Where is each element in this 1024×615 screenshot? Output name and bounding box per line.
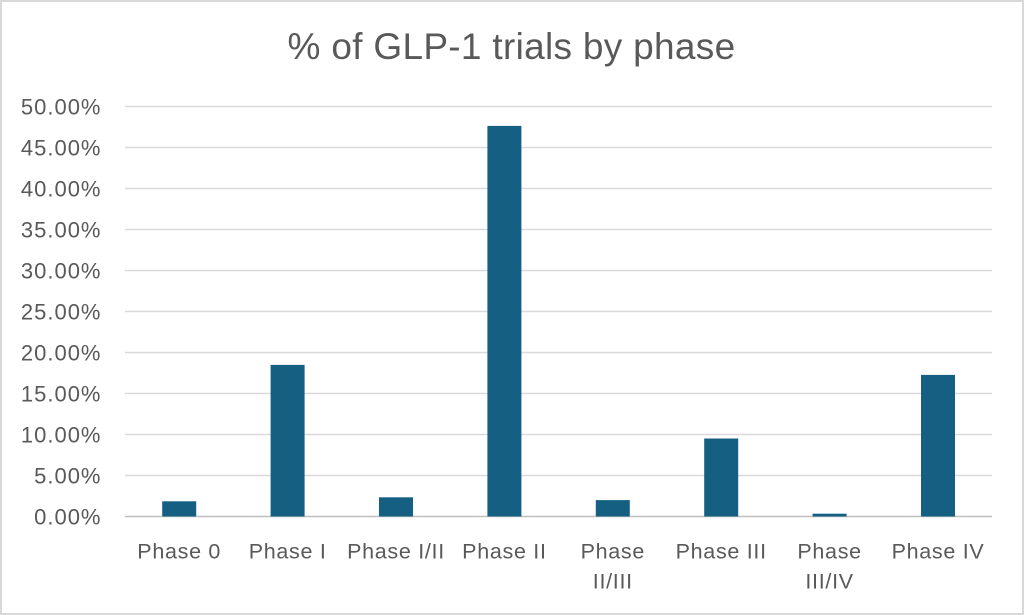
- svg-text:Phase IV: Phase IV: [892, 539, 985, 563]
- svg-text:Phase: Phase: [581, 539, 645, 563]
- svg-text:15.00%: 15.00%: [21, 381, 102, 406]
- svg-text:Phase: Phase: [797, 539, 861, 563]
- svg-text:Phase III: Phase III: [676, 539, 767, 563]
- svg-text:% of GLP-1 trials by phase: % of GLP-1 trials by phase: [288, 26, 736, 67]
- svg-text:40.00%: 40.00%: [21, 176, 102, 201]
- svg-text:20.00%: 20.00%: [21, 340, 102, 365]
- svg-text:10.00%: 10.00%: [21, 422, 102, 447]
- svg-text:5.00%: 5.00%: [34, 463, 101, 488]
- svg-text:III/IV: III/IV: [805, 569, 853, 593]
- svg-text:Phase I: Phase I: [249, 539, 327, 563]
- svg-text:30.00%: 30.00%: [21, 258, 102, 283]
- svg-text:Phase 0: Phase 0: [137, 539, 221, 563]
- svg-text:Phase I/II: Phase I/II: [347, 539, 445, 563]
- svg-text:45.00%: 45.00%: [21, 135, 102, 160]
- svg-text:35.00%: 35.00%: [21, 217, 102, 242]
- svg-text:0.00%: 0.00%: [34, 504, 101, 529]
- svg-text:25.00%: 25.00%: [21, 299, 102, 324]
- svg-text:50.00%: 50.00%: [21, 94, 102, 119]
- svg-text:II/III: II/III: [593, 569, 633, 593]
- svg-text:Phase II: Phase II: [462, 539, 546, 563]
